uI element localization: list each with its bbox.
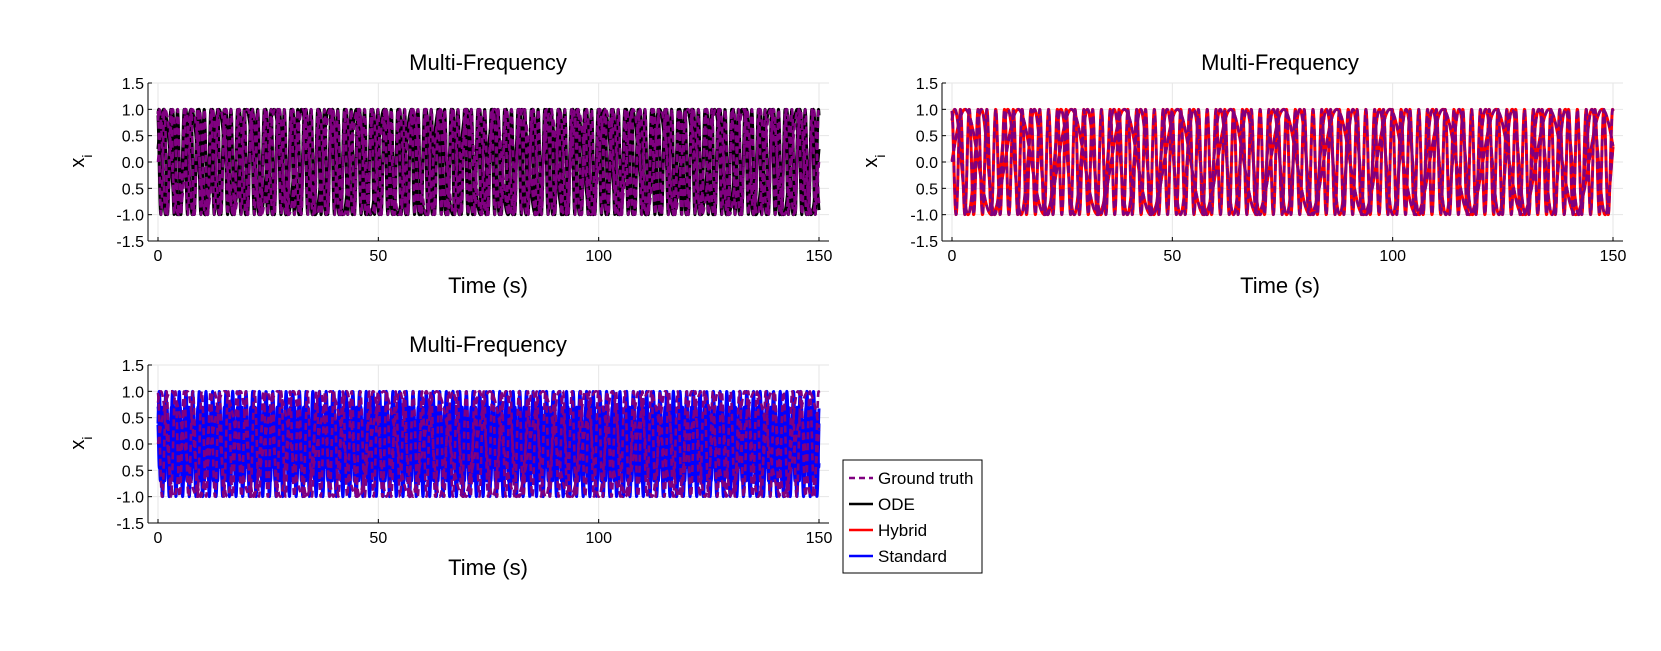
x-tick-label: 0: [948, 248, 957, 265]
x-tick-labels: 0 50 100 150: [948, 248, 1627, 265]
x-tick-label: 50: [369, 530, 387, 547]
x-tick-label: 150: [1600, 248, 1627, 265]
y-axis-label-main: x: [860, 158, 882, 168]
y-tick-label: -1.5: [116, 234, 144, 251]
x-tick-label: 50: [1163, 248, 1181, 265]
y-axis-label: xi: [67, 154, 95, 167]
chart-title: Multi-Frequency: [1201, 50, 1359, 75]
x-tick-label: 50: [369, 248, 387, 265]
x-tick-label: 100: [585, 530, 612, 547]
legend-label: Standard: [878, 547, 947, 566]
axes: [941, 82, 1623, 242]
y-axis-label: xi: [67, 436, 95, 449]
y-axis-label-main: x: [67, 440, 89, 450]
plot-area: [156, 389, 821, 499]
y-axis-label: xi: [860, 154, 888, 167]
x-tick-labels: 0 50 100 150: [154, 530, 833, 547]
series-line-ground-truth: [156, 390, 821, 498]
y-tick-label: 0.0: [122, 437, 144, 454]
y-tick-label: 0.5: [122, 181, 144, 198]
y-tick-label: 0.0: [122, 155, 144, 172]
y-tick-label: -1.0: [116, 208, 144, 225]
legend-label: Hybrid: [878, 521, 927, 540]
axes: [147, 364, 829, 524]
series-line-ground-truth: [156, 108, 821, 216]
subplot-top-right: Multi-Frequency -1.5-1.00.50.00.51.01.5 …: [860, 50, 1626, 298]
y-tick-labels: -1.5 -1.0 0.5 0.0 0.5 1.0 1.5: [116, 358, 144, 533]
y-tick-label: -1.0: [910, 208, 938, 225]
y-axis-label-main: x: [67, 158, 89, 168]
y-tick-label: 0.0: [916, 155, 938, 172]
axes: [147, 82, 829, 242]
chart-title: Multi-Frequency: [409, 50, 567, 75]
y-tick-label: 0.5: [122, 129, 144, 146]
y-tick-label: 0.5: [916, 181, 938, 198]
y-axis-label-subscript: i: [79, 154, 95, 157]
y-tick-label: 0.5: [916, 129, 938, 146]
subplot-bottom-left: Multi-Frequency -1.5-1.00.50.00.51.01.5 …: [67, 332, 832, 580]
y-tick-label: 1.5: [122, 76, 144, 93]
series-line-ground-truth: [950, 108, 1615, 216]
x-tick-label: 150: [806, 530, 833, 547]
y-tick-label: 1.0: [916, 102, 938, 119]
x-tick-label: 0: [154, 248, 163, 265]
series-line-ground-truth: [156, 108, 821, 216]
x-tick-labels: 0 50 100 150: [154, 248, 833, 265]
y-tick-label: 1.0: [122, 102, 144, 119]
y-axis-label-subscript: i: [79, 436, 95, 439]
plot-area: [950, 107, 1615, 217]
series-line-ground-truth: [156, 390, 821, 498]
series-line-ground-truth: [950, 108, 1615, 216]
y-tick-label: -1.5: [910, 234, 938, 251]
series-line-ground-truth: [156, 390, 821, 498]
legend-label: Ground truth: [878, 469, 973, 488]
legend-box: [842, 459, 983, 574]
y-tick-label: 1.5: [122, 358, 144, 375]
subplot-top-left: Multi-Frequency -1.5-1.00.50.00.51.01.5 …: [67, 50, 832, 298]
x-tick-label: 150: [806, 248, 833, 265]
series-line-ground-truth: [156, 108, 821, 216]
y-tick-label: 0.5: [122, 463, 144, 480]
y-tick-label: 0.5: [122, 411, 144, 428]
x-tick-label: 0: [154, 530, 163, 547]
series-line-ground-truth: [950, 108, 1615, 216]
legend-label: ODE: [878, 495, 915, 514]
x-tick-label: 100: [585, 248, 612, 265]
x-axis-label: Time (s): [448, 555, 528, 580]
legend: Ground truth ODE Hybrid Standard: [842, 459, 983, 574]
y-tick-label: 1.5: [916, 76, 938, 93]
series-line-standard: [156, 418, 821, 470]
y-tick-label: 1.0: [122, 384, 144, 401]
y-tick-label: -1.0: [116, 490, 144, 507]
y-tick-labels: -1.5 -1.0 0.5 0.0 0.5 1.0 1.5: [910, 76, 938, 251]
x-axis-label: Time (s): [1240, 273, 1320, 298]
y-tick-labels: -1.5 -1.0 0.5 0.0 0.5 1.0 1.5: [116, 76, 144, 251]
x-tick-label: 100: [1379, 248, 1406, 265]
chart-title: Multi-Frequency: [409, 332, 567, 357]
y-axis-label-subscript: i: [872, 154, 888, 157]
plot-area: [156, 107, 821, 217]
x-axis-label: Time (s): [448, 273, 528, 298]
y-tick-label: -1.5: [116, 516, 144, 533]
